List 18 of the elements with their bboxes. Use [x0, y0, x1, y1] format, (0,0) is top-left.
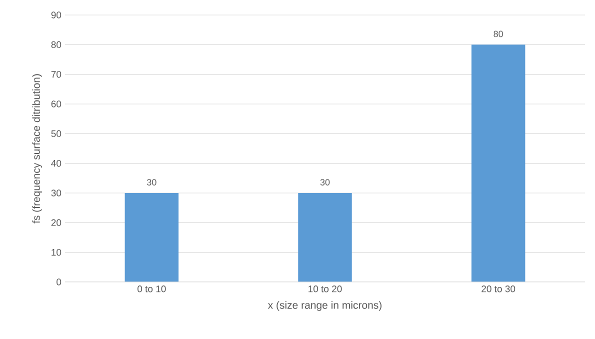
y-axis-title: fs (frequency surface ditribution): [32, 74, 42, 224]
data-label: 30: [320, 179, 330, 186]
y-tick-label: 70: [51, 70, 62, 78]
x-axis-title: x (size range in microns): [268, 301, 382, 311]
x-tick-label: 10 to 20: [308, 286, 342, 292]
y-tick-label: 0: [56, 278, 62, 286]
x-tick-label: 0 to 10: [138, 286, 166, 292]
y-tick-label: 30: [51, 190, 62, 196]
data-label: 30: [147, 179, 156, 186]
y-tick-label: 10: [52, 248, 62, 256]
y-tick-label: 20: [51, 219, 62, 226]
y-tick-label: 40: [51, 160, 62, 167]
y-tick-label: 60: [51, 100, 62, 108]
y-tick-label: 80: [51, 41, 62, 48]
data-label: 80: [494, 30, 503, 38]
y-tick-label: 90: [51, 12, 62, 18]
y-tick-label: 50: [51, 130, 62, 138]
x-tick-label: 20 to 30: [482, 286, 516, 292]
